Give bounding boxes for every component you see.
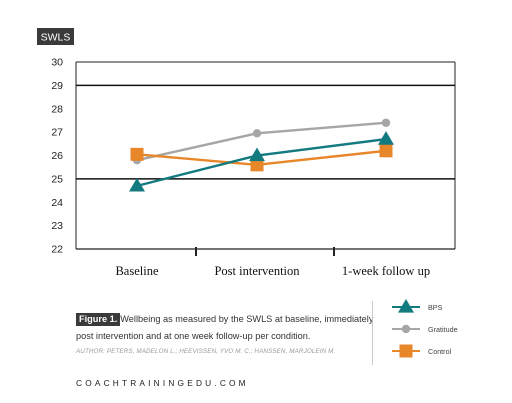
y-axis-label: SWLS [37, 28, 74, 45]
caption-text: Wellbeing as measured by the SWLS at bas… [76, 314, 374, 341]
legend-label-gratitude: Gratitude [428, 325, 458, 334]
y-axis-label-badge [37, 28, 74, 45]
data-point-control [130, 147, 144, 161]
y-tick-label: 26 [51, 150, 63, 162]
y-tick-label: 27 [51, 127, 63, 139]
y-tick-label: 30 [51, 57, 63, 69]
legend-marker-gratitude [401, 324, 411, 334]
legend-label-control: Control [428, 347, 452, 356]
y-tick-label: 25 [51, 173, 63, 185]
author-credit: AUTHOR: PETERS, MADELON L.; HEEVISSEN, Y… [76, 348, 336, 355]
y-tick-label: 23 [51, 220, 63, 232]
data-point-bps [249, 147, 265, 162]
y-axis-label-text: SWLS [41, 32, 71, 44]
data-point-gratitude [252, 129, 262, 138]
y-tick-label: 22 [51, 244, 63, 256]
figure-caption: Figure 1. Wellbeing as measured by the SW… [76, 311, 376, 345]
figure-label: Figure 1. [76, 313, 121, 326]
y-tick-label: 24 [51, 197, 63, 209]
legend-label-bps: BPS [428, 303, 443, 312]
x-tick-label: Post intervention [214, 264, 300, 278]
y-tick-label: 29 [51, 80, 63, 92]
legend-marker-bps [398, 299, 414, 313]
data-point-control [250, 158, 264, 172]
x-tick-label: 1-week follow up [342, 264, 430, 278]
data-point-control [379, 144, 393, 158]
legend-divider [372, 301, 373, 365]
y-tick-label: 28 [51, 103, 63, 115]
data-point-gratitude [381, 118, 391, 127]
data-point-bps [378, 131, 394, 145]
legend-marker-control [399, 344, 413, 358]
site-url: COACHTRAININGEDU.COM [76, 378, 249, 388]
x-tick-label: Baseline [115, 264, 158, 278]
data-point-bps [129, 177, 145, 192]
